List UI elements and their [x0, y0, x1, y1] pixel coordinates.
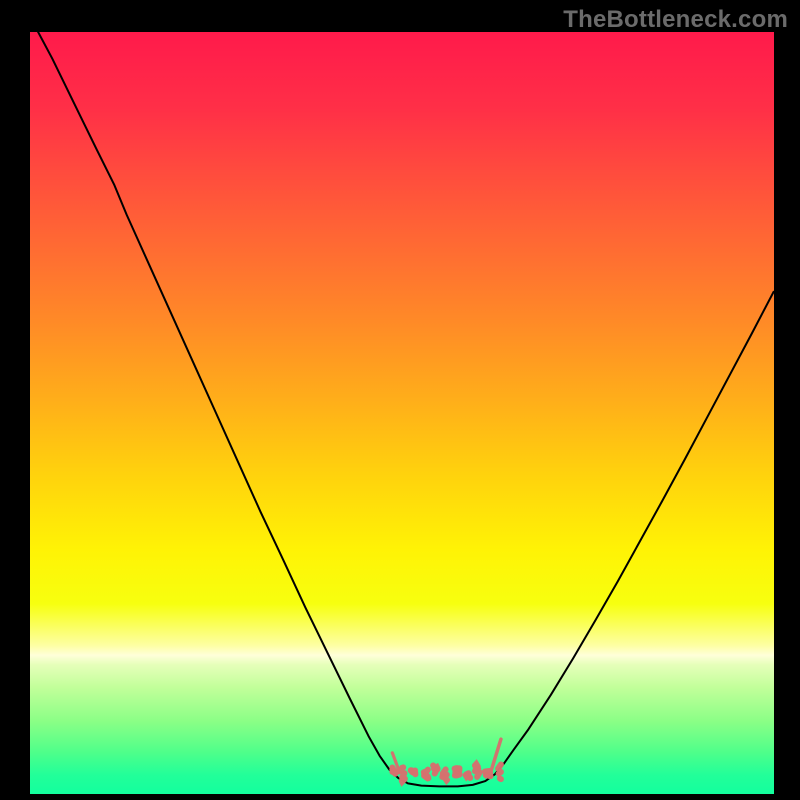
- plot-svg: [30, 32, 774, 794]
- frame: TheBottleneck.com: [0, 0, 800, 800]
- plot-area: [30, 32, 774, 794]
- watermark-text: TheBottleneck.com: [563, 6, 788, 34]
- gradient-background: [30, 32, 774, 794]
